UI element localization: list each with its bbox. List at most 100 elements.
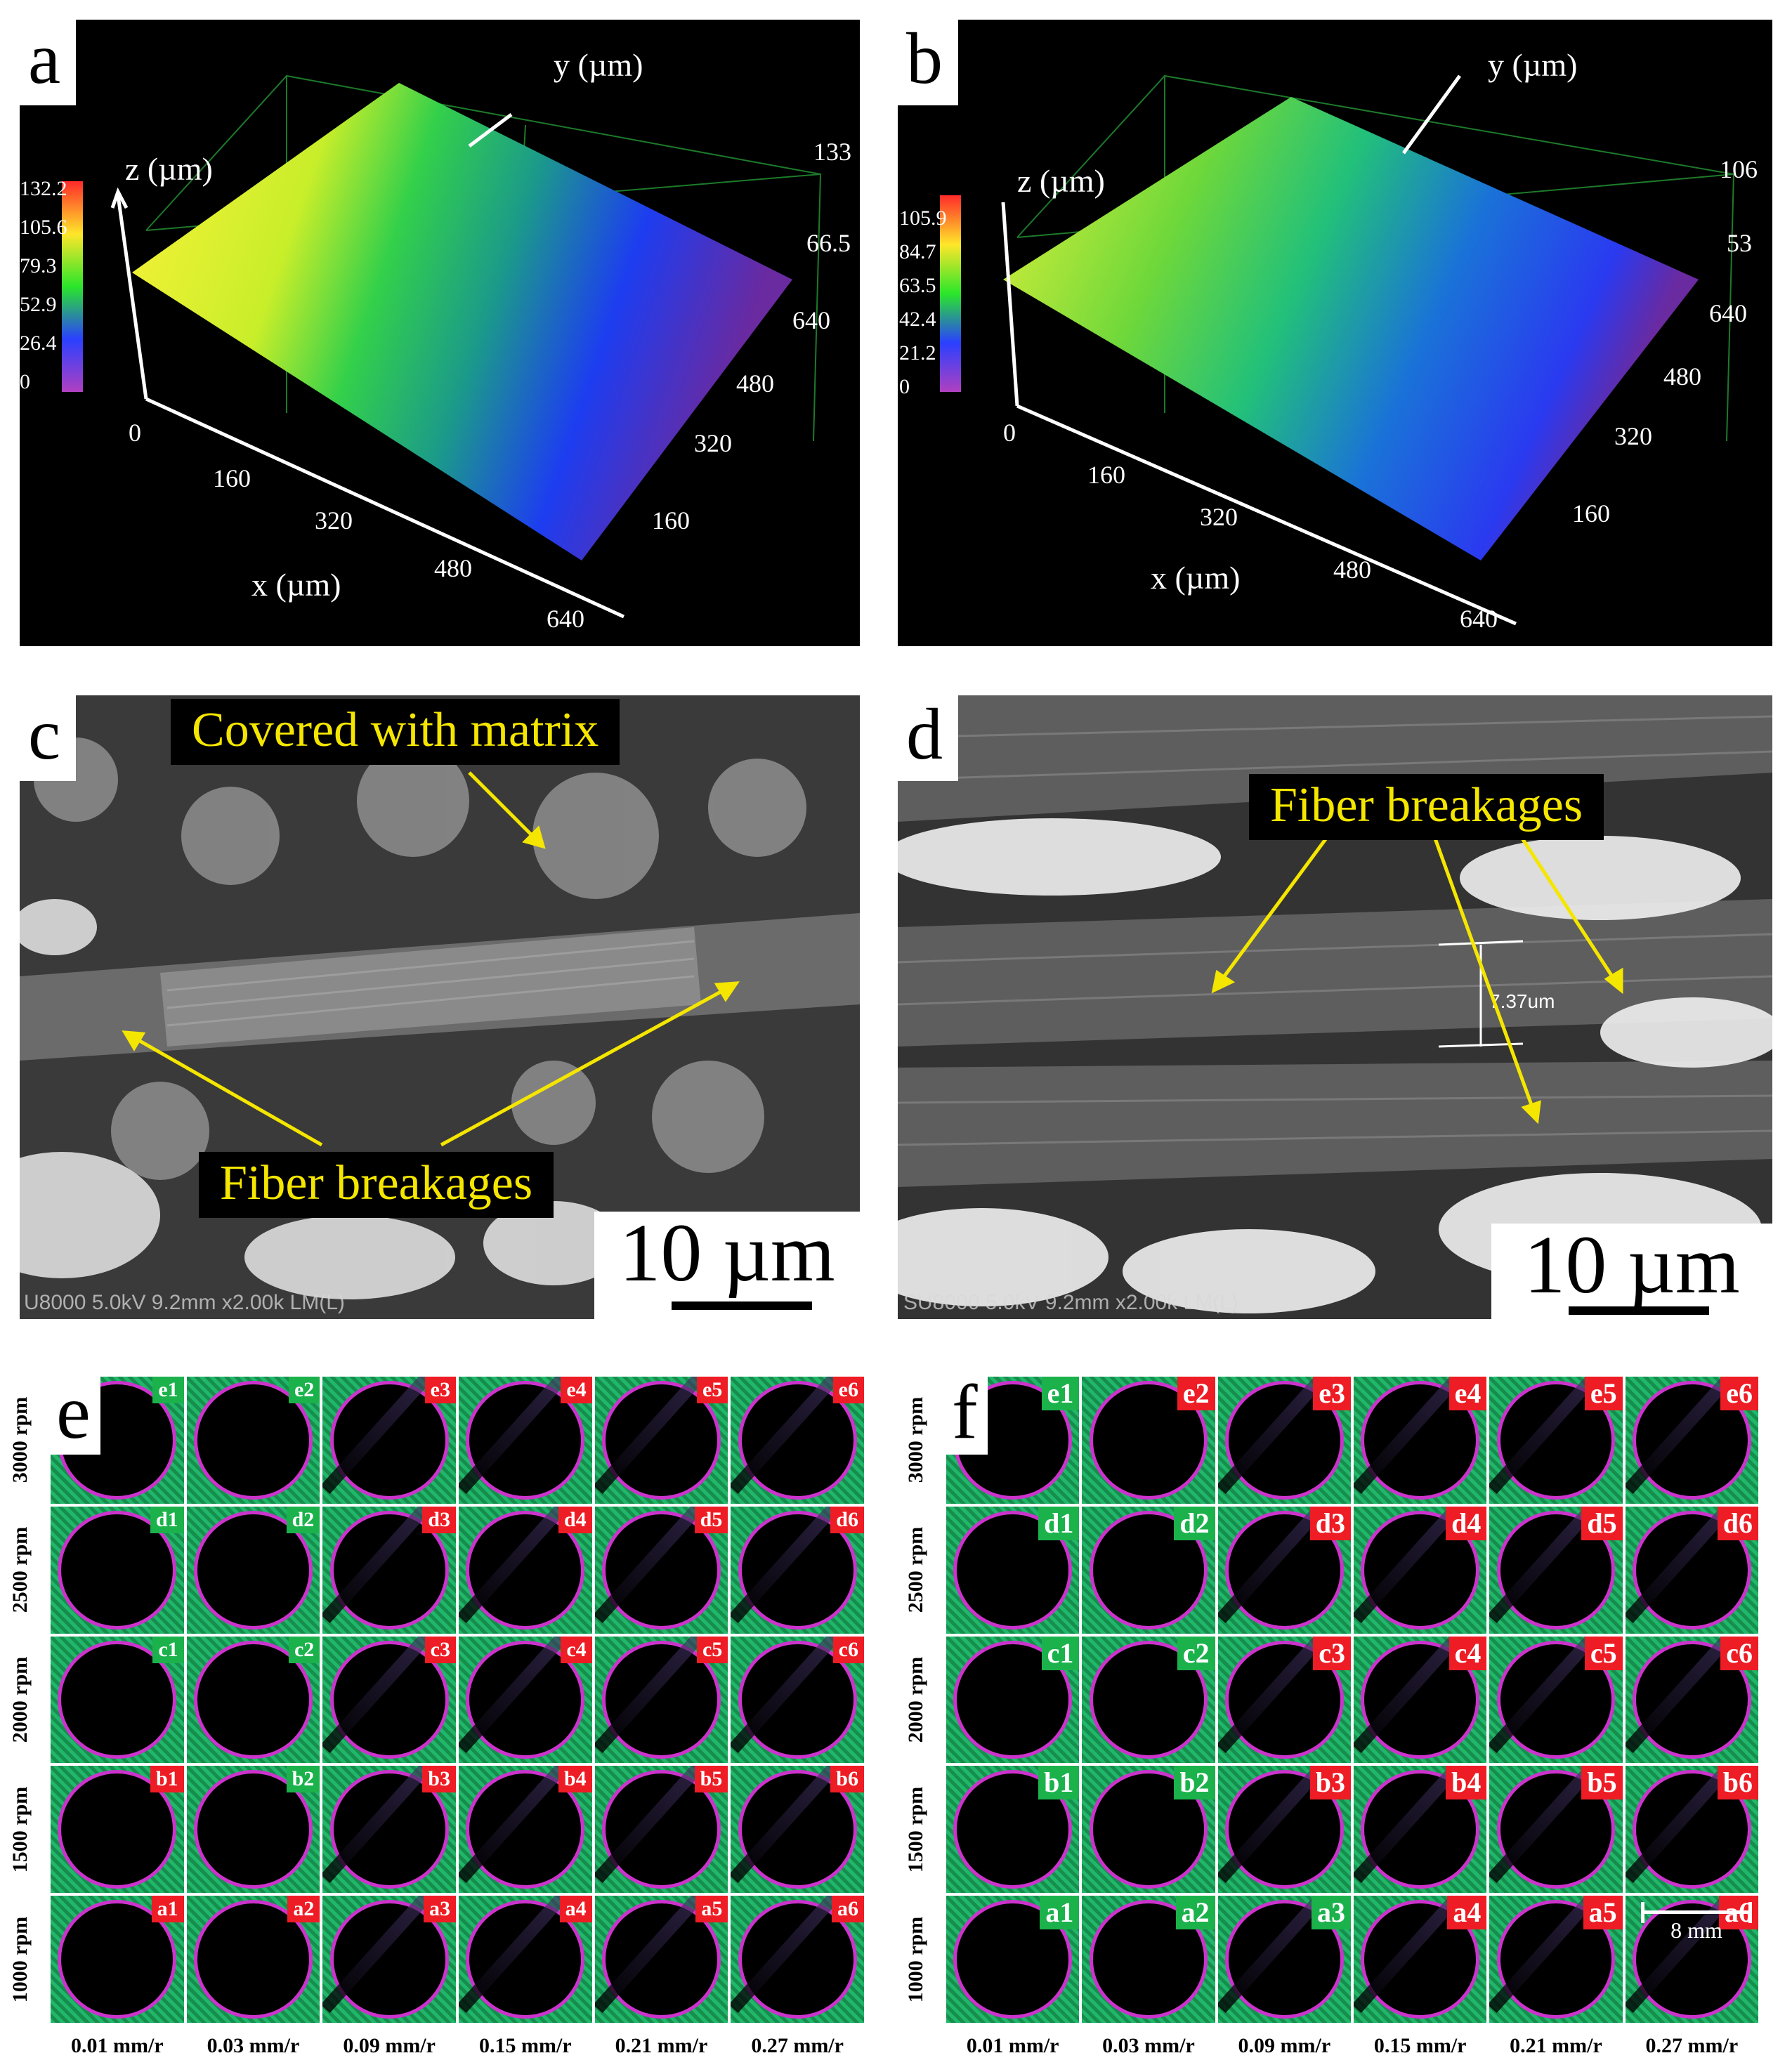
- hole-cell-e-b3: b3: [322, 1766, 456, 1894]
- hole-cell-f-e2: e2: [1082, 1377, 1215, 1504]
- col-label-f-0: 0.01 mm/r: [966, 2034, 1059, 2057]
- row-label-e-3: 1500 rpm: [8, 1786, 32, 1873]
- hole-label: d4: [558, 1506, 592, 1533]
- hole-cell-e-c1: c1: [51, 1636, 184, 1764]
- y-tick-a-0: 640: [792, 306, 830, 334]
- hole-label: b1: [150, 1766, 184, 1793]
- hole-label: e5: [696, 1377, 728, 1403]
- z-tick-b-0: 106: [1720, 155, 1758, 183]
- hole-cell-e-b4: b4: [459, 1766, 592, 1894]
- col-label-e-5: 0.27 mm/r: [751, 2034, 844, 2057]
- scale-tick-right-f: [1748, 1902, 1752, 1923]
- panel-letter-e: e: [51, 1373, 100, 1455]
- row-label-e-4: 1000 rpm: [8, 1916, 32, 2002]
- x-tick-b-0: 160: [1087, 461, 1125, 489]
- hole-label: e1: [1041, 1377, 1080, 1410]
- hole-label: e5: [1584, 1377, 1623, 1410]
- hole-cell-e-c4: c4: [459, 1636, 592, 1764]
- hole-label: a6: [831, 1896, 864, 1923]
- hole-cell-e-a3: a3: [322, 1896, 456, 2023]
- hole-cell-e-e6: e6: [731, 1377, 864, 1504]
- scale-label-d: 10 µm: [1524, 1219, 1740, 1311]
- hole-cell-f-c1: c1: [946, 1636, 1080, 1764]
- hole-label: b2: [1174, 1766, 1215, 1800]
- hole-label: c4: [561, 1636, 592, 1663]
- x-tick-b-1: 320: [1200, 503, 1238, 531]
- y-tick-a-2: 320: [694, 429, 732, 457]
- hole-label: c3: [1313, 1636, 1351, 1670]
- y-tick-a-1: 480: [736, 369, 774, 398]
- y-tick-b-3: 160: [1572, 499, 1610, 527]
- hole-cell-f-d3: d3: [1217, 1506, 1351, 1634]
- sem-footer-d: SU8000 5.0kV 9.2mm x2.00k LM(L): [903, 1291, 1238, 1314]
- scale-line-c: [672, 1301, 812, 1310]
- surface-plot-b: 105.9 84.7 63.5 42.4 21.2 0 z (µm) y (µm) x (…: [899, 47, 1758, 633]
- hole-label: c1: [152, 1636, 184, 1663]
- hole-cell-e-c3: c3: [322, 1636, 456, 1764]
- scale-bar-f: 8 mm: [1641, 1902, 1752, 1944]
- hole-cell-e-d1: d1: [51, 1506, 184, 1634]
- hole-cell-f-d4: d4: [1354, 1506, 1487, 1634]
- hole-cell-f-d5: d5: [1489, 1506, 1623, 1634]
- hole-cell-e-c2: c2: [186, 1636, 320, 1764]
- hole-label: e3: [424, 1377, 456, 1403]
- hole-cell-e-d6: d6: [731, 1506, 864, 1634]
- scale-label-c: 10 µm: [619, 1207, 835, 1299]
- col-label-e-1: 0.03 mm/r: [207, 2034, 300, 2057]
- panel-a-surface-plot: 132.2 105.6 79.3 52.9 26.4 0 z (µm) y (µm) x …: [20, 20, 860, 646]
- colorbar-a: [62, 181, 83, 392]
- hole-cell-e-c6: c6: [731, 1636, 864, 1764]
- panel-letter-a: a: [20, 20, 77, 105]
- hole-cell-f-c4: c4: [1354, 1636, 1487, 1764]
- hole-label: b3: [1309, 1766, 1351, 1800]
- col-label-f-4: 0.21 mm/r: [1510, 2034, 1602, 2057]
- y-tick-b-2: 320: [1614, 422, 1652, 450]
- b-colorbar-tick-0: 105.9: [899, 206, 947, 230]
- hole-cell-e-a4: a4: [459, 1896, 592, 2023]
- hole-label: a2: [1175, 1896, 1215, 1930]
- hole-label: c2: [288, 1636, 320, 1663]
- panel-b-surface-plot: 105.9 84.7 63.5 42.4 21.2 0 z (µm) y (µm) x (…: [898, 20, 1772, 646]
- a-colorbar-tick-0: 132.2: [20, 177, 67, 200]
- hole-cell-f-a1: a1: [946, 1896, 1080, 2023]
- hole-label: e4: [1448, 1377, 1487, 1410]
- hole-cell-e-a2: a2: [186, 1896, 320, 2023]
- hole-cell-f-b1: b1: [946, 1766, 1080, 1894]
- b-colorbar-tick-4: 21.2: [899, 341, 936, 365]
- origin-b: 0: [1003, 419, 1016, 447]
- a-colorbar-tick-1: 105.6: [20, 216, 67, 239]
- surface-a: [132, 83, 792, 560]
- x-axis-label-a: x (µm): [251, 567, 341, 603]
- hole-label: c6: [1720, 1636, 1758, 1670]
- z-tick-b-1: 53: [1727, 229, 1752, 257]
- arrows-c: [122, 771, 740, 1147]
- y-axis-label-b: y (µm): [1488, 47, 1577, 83]
- panel-d-sem-image: 7.37um d Fiber breakages 10 µm SU8000 5.…: [898, 695, 1772, 1319]
- hole-label: a4: [1447, 1896, 1487, 1930]
- hole-cell-e-e3: e3: [322, 1377, 456, 1504]
- hole-label: c1: [1041, 1636, 1080, 1670]
- row-label-e-0: 3000 rpm: [8, 1397, 32, 1483]
- col-label-e-0: 0.01 mm/r: [71, 2034, 164, 2057]
- hole-label: c2: [1177, 1636, 1215, 1670]
- hole-cell-f-c5: c5: [1489, 1636, 1623, 1764]
- row-label-e-2: 2000 rpm: [8, 1656, 32, 1743]
- hole-cell-e-b2: b2: [186, 1766, 320, 1894]
- x-tick-a-0: 160: [213, 464, 251, 492]
- hole-cell-e-a6: a6: [731, 1896, 864, 2023]
- hole-label: d5: [694, 1506, 728, 1533]
- hole-cell-e-d2: d2: [186, 1506, 320, 1634]
- panel-letter-c: c: [20, 695, 77, 781]
- hole-label: d6: [1717, 1506, 1758, 1540]
- panel-f-hole-grid: e1 e2 e3 e4 e5 e6 d1 d2 d3 d4 d5 d6 c1 c2 c3 c4 c5 c6 b1 b2…: [945, 1375, 1760, 2024]
- x-tick-b-3: 640: [1460, 605, 1498, 633]
- hole-cell-f-c3: c3: [1217, 1636, 1351, 1764]
- hole-label: e2: [288, 1377, 320, 1403]
- hole-label: d3: [422, 1506, 456, 1533]
- col-label-e-3: 0.15 mm/r: [479, 2034, 572, 2057]
- hole-cell-e-b6: b6: [731, 1766, 864, 1894]
- x-tick-a-3: 640: [547, 605, 584, 633]
- hole-label: e6: [1720, 1377, 1758, 1410]
- col-label-e-2: 0.09 mm/r: [343, 2034, 436, 2057]
- scale-label-f: 8 mm: [1670, 1917, 1722, 1943]
